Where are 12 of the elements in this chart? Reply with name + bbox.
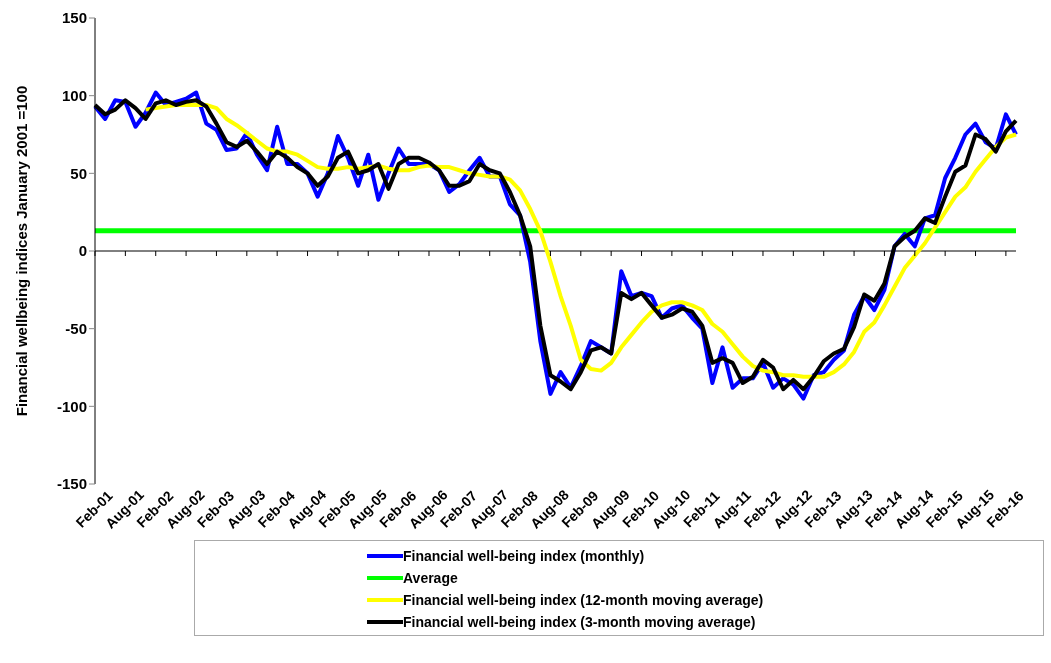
legend-label: Average bbox=[403, 570, 458, 586]
legend-label: Financial well-being index (3-month moving average) bbox=[403, 614, 756, 630]
legend-label: Financial well-being index (monthly) bbox=[403, 548, 645, 564]
y-axis-title: Financial wellbeing indices January 2001 =100 bbox=[13, 85, 31, 417]
y-tick-label: -150 bbox=[56, 475, 87, 493]
y-tick-label: -50 bbox=[65, 319, 87, 337]
y-tick-label: -100 bbox=[56, 397, 87, 415]
y-tick-label: 0 bbox=[78, 242, 87, 260]
y-tick-label: 150 bbox=[61, 9, 87, 27]
y-tick-label: 50 bbox=[70, 164, 87, 182]
y-tick-label: 100 bbox=[61, 86, 87, 104]
legend-label: Financial well-being index (12-month moving average) bbox=[403, 592, 764, 608]
